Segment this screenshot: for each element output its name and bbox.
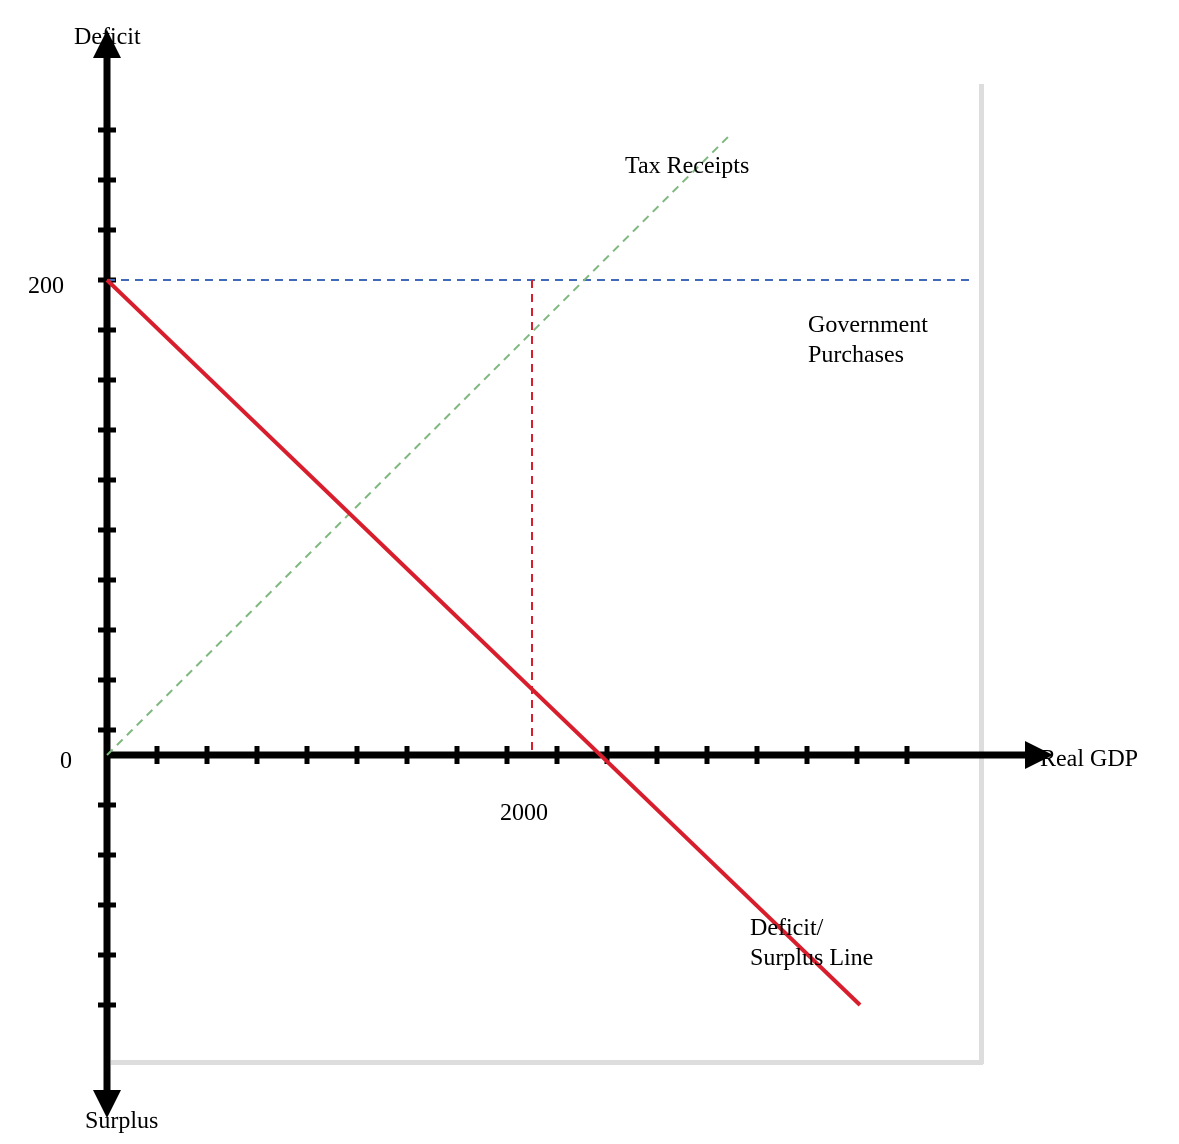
x-axis-label: Real GDP [1040,746,1138,773]
y-axis-top-label: Deficit [74,24,141,51]
government-purchases-label: GovernmentPurchases [808,310,928,370]
y-axis-bottom-label: Surplus [85,1108,158,1135]
y-axis-value-200: 200 [28,273,64,300]
x-axis-value-2000: 2000 [500,800,548,827]
chart-svg [0,0,1179,1144]
deficit-surplus-label: Deficit/Surplus Line [750,913,873,973]
tax-receipts-label: Tax Receipts [625,153,749,180]
chart-container: Deficit Surplus 200 0 Real GDP 2000 Tax … [0,0,1179,1144]
y-axis-value-0: 0 [60,748,72,775]
